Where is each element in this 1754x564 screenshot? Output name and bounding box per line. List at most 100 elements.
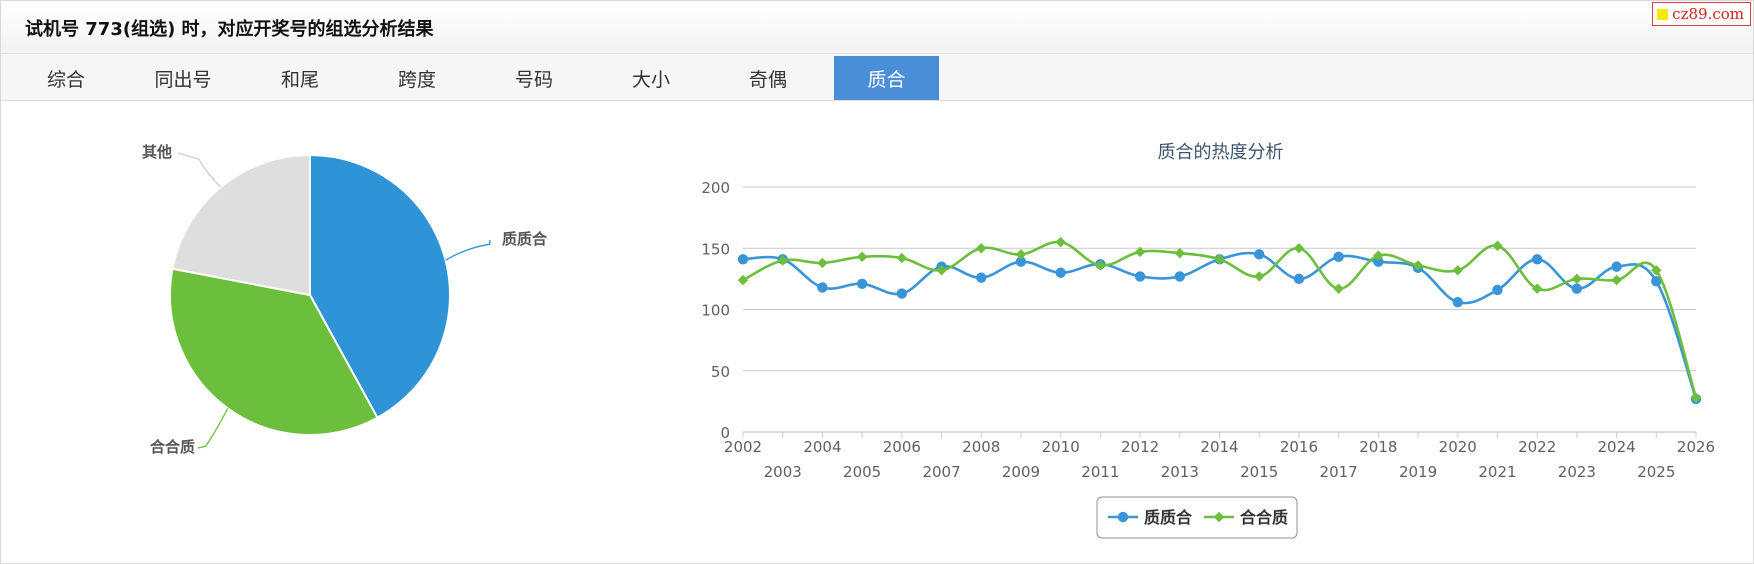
data-point <box>1015 256 1027 267</box>
data-point <box>1373 256 1384 267</box>
tab-span[interactable]: 跨度 <box>397 68 436 91</box>
tab-odd-even[interactable]: 奇偶 <box>748 68 787 91</box>
x-tick-label: 2016 <box>1280 438 1318 456</box>
tab-composite[interactable]: 综合 <box>46 68 85 91</box>
x-tick-label: 2003 <box>764 463 802 481</box>
site-watermark: cz89.com <box>1652 2 1751 26</box>
x-tick-label: 2009 <box>1002 463 1040 481</box>
tab-same-numbers[interactable]: 同出号 <box>154 68 212 91</box>
y-tick-label: 200 <box>701 179 730 197</box>
y-tick-label: 100 <box>701 302 730 320</box>
x-tick-label: 2013 <box>1161 463 1199 481</box>
x-tick-label: 2020 <box>1439 438 1477 456</box>
x-tick-label: 2015 <box>1240 463 1278 481</box>
y-tick-label: 50 <box>711 363 730 381</box>
pie-connector <box>445 239 491 261</box>
x-tick-label: 2010 <box>1042 438 1080 456</box>
data-point <box>1452 296 1463 308</box>
data-point <box>1651 276 1662 287</box>
x-tick-label: 2021 <box>1478 463 1516 481</box>
data-point <box>1134 246 1146 258</box>
chart-title: 质合的热度分析 <box>1158 142 1284 163</box>
page-title: 试机号 773(组选) 时，对应开奖号的组选分析结果 <box>25 19 434 40</box>
data-point <box>1134 271 1146 282</box>
data-point <box>1611 274 1622 286</box>
x-tick-label: 2006 <box>883 438 921 456</box>
legend-label: 合合质 <box>1240 508 1288 527</box>
series-line <box>742 251 1698 400</box>
data-point <box>1333 283 1344 294</box>
data-point <box>1055 267 1066 278</box>
x-tick-label: 2017 <box>1320 463 1358 481</box>
data-point <box>1492 240 1503 251</box>
x-tick-label: 2018 <box>1359 438 1397 456</box>
data-point <box>1571 273 1583 285</box>
y-tick-label: 150 <box>701 240 730 258</box>
data-point <box>896 288 908 299</box>
pie-slice-label: 合合质 <box>149 438 195 456</box>
x-tick-label: 2025 <box>1637 463 1675 481</box>
x-tick-label: 2011 <box>1081 463 1119 481</box>
x-tick-label: 2014 <box>1200 438 1238 456</box>
tab-bar: 综合 同出号 和尾 跨度 号码 大小 奇偶 质合 <box>1 54 1753 101</box>
pie-slice-label: 质质合 <box>502 230 548 248</box>
x-tick-label: 2008 <box>962 438 1000 456</box>
pie-slice <box>169 267 379 436</box>
data-point <box>856 251 868 263</box>
legend-marker <box>1213 511 1225 523</box>
tab-sum-tail[interactable]: 和尾 <box>280 68 319 91</box>
data-point <box>1015 249 1027 260</box>
x-tick-label: 2004 <box>803 438 841 456</box>
data-point <box>1293 273 1305 285</box>
x-tick-label: 2022 <box>1518 438 1556 456</box>
data-point <box>737 274 749 286</box>
data-point <box>976 243 987 254</box>
line-chart: 质合的热度分析050100150200200220032004200520062… <box>701 142 1715 539</box>
data-point <box>1412 260 1424 271</box>
data-point <box>1651 265 1662 276</box>
legend-label: 质质合 <box>1144 508 1193 527</box>
x-tick-label: 2023 <box>1558 463 1596 481</box>
pie-slice-label: 其他 <box>142 143 172 161</box>
data-point <box>1611 261 1622 272</box>
legend-marker <box>1117 511 1129 523</box>
data-point <box>856 278 868 289</box>
pie-connector <box>177 152 222 188</box>
data-point <box>777 255 788 266</box>
watermark-text: cz89.com <box>1672 5 1744 23</box>
data-point <box>1293 243 1305 254</box>
title-bar: 试机号 773(组选) 时，对应开奖号的组选分析结果 cz89.com <box>1 1 1753 54</box>
data-point <box>1254 271 1265 282</box>
y-tick-label: 0 <box>720 424 730 442</box>
x-tick-label: 2012 <box>1121 438 1159 456</box>
series-line <box>742 240 1698 399</box>
x-tick-label: 2007 <box>922 463 960 481</box>
data-point <box>896 252 908 264</box>
x-tick-label: 2026 <box>1677 438 1715 456</box>
data-point <box>737 254 749 265</box>
data-point <box>1690 392 1702 403</box>
data-point <box>976 272 987 283</box>
tab-number[interactable]: 号码 <box>514 68 553 91</box>
data-point <box>1531 283 1543 294</box>
pie-connector <box>197 407 229 449</box>
data-point <box>1531 254 1543 265</box>
x-tick-label: 2005 <box>843 463 881 481</box>
data-point <box>1055 236 1066 248</box>
data-point <box>1095 260 1106 271</box>
data-point <box>1174 247 1185 259</box>
data-point <box>1254 249 1265 260</box>
data-point <box>1214 254 1225 265</box>
data-point <box>1373 250 1384 261</box>
pie-slice <box>171 153 311 297</box>
tab-prime-composite[interactable]: 质合 <box>834 56 939 100</box>
data-point <box>817 282 828 293</box>
x-tick-label: 2002 <box>724 438 762 456</box>
data-point <box>817 257 828 269</box>
tab-big-small[interactable]: 大小 <box>631 68 670 91</box>
watermark-square-icon <box>1657 8 1669 20</box>
data-point <box>1174 271 1185 282</box>
data-point <box>936 265 947 276</box>
